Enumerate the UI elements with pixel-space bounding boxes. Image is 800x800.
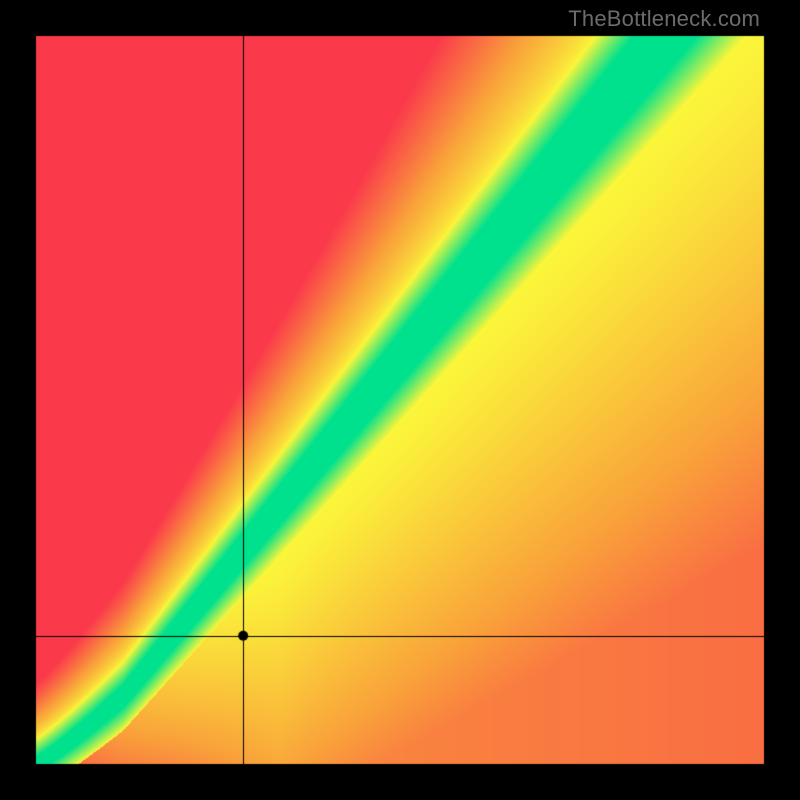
bottleneck-heatmap [0, 0, 800, 800]
watermark-text: TheBottleneck.com [568, 6, 760, 32]
chart-container: TheBottleneck.com [0, 0, 800, 800]
